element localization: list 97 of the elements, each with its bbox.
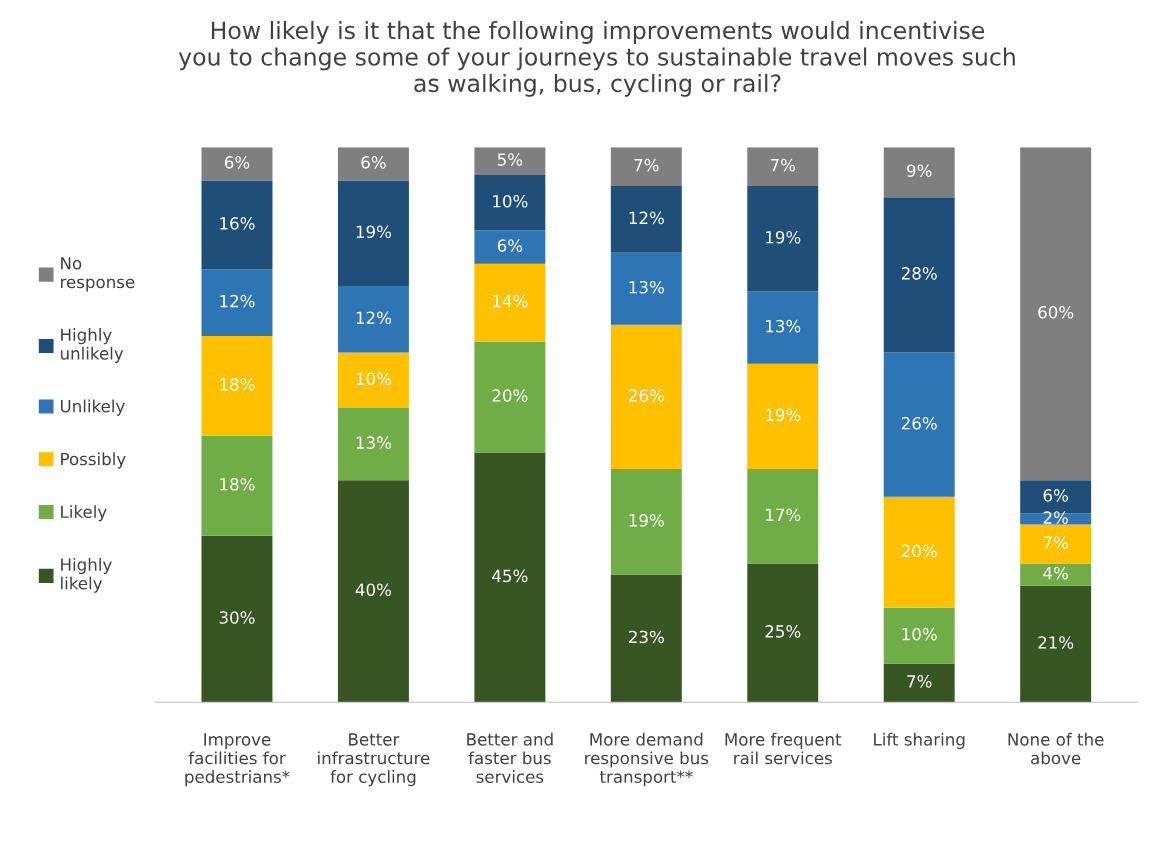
bar <box>747 363 819 470</box>
bar <box>337 147 409 181</box>
data-label: 45% <box>492 569 528 583</box>
x-tick-label: Lift sharing <box>874 732 965 749</box>
legend-label: Highly unlikely <box>60 328 124 363</box>
data-label: 23% <box>629 630 664 644</box>
data-label: 6% <box>361 156 386 169</box>
bar <box>883 663 955 703</box>
x-tick-label: Improve facilities for pedestrians* <box>185 733 290 787</box>
bar <box>747 291 819 364</box>
data-label: 21% <box>1038 636 1074 649</box>
data-label: 16% <box>220 217 255 230</box>
bar <box>337 408 409 481</box>
data-label: 60% <box>1038 305 1074 319</box>
data-label: 10% <box>902 627 937 641</box>
data-label: 13% <box>356 436 392 449</box>
data-label: 19% <box>356 225 392 239</box>
legend-label: Possibly <box>61 452 126 469</box>
data-label: 10% <box>356 372 392 386</box>
bar <box>474 230 546 264</box>
bar <box>610 252 682 325</box>
data-label: 18% <box>220 477 255 491</box>
bar <box>610 147 682 187</box>
bar <box>747 563 819 703</box>
data-label: 12% <box>356 311 392 325</box>
bar <box>337 480 409 703</box>
data-label: 25% <box>765 625 801 638</box>
data-label: 40% <box>355 583 392 597</box>
bar <box>610 324 682 470</box>
x-tick-label: Better and faster bus services <box>467 732 553 784</box>
x-tick-label: More frequent rail services <box>725 732 842 765</box>
bar <box>337 352 409 409</box>
data-label: 19% <box>766 408 801 422</box>
data-label: 7% <box>907 675 932 688</box>
data-label: 12% <box>220 294 255 308</box>
data-label: 10% <box>493 194 528 208</box>
data-label: 20% <box>492 389 528 402</box>
bar <box>474 147 546 175</box>
bar <box>747 147 819 187</box>
bar <box>610 186 682 253</box>
bar <box>201 180 273 270</box>
data-label: 19% <box>766 230 801 244</box>
data-label: 13% <box>629 280 664 294</box>
bar <box>1020 585 1092 703</box>
data-label: 6% <box>1043 489 1068 502</box>
x-tick-label: None of the above <box>1008 732 1104 765</box>
chart-title: How likely is it that the following improvements would incentivise you to change some of your journeys to sustainable travel moves such as walking, bus, cycling or rail? <box>178 21 1015 97</box>
data-label: 2% <box>1043 511 1068 524</box>
data-label: 12% <box>629 211 664 225</box>
x-tick-label: Better infrastructure for cycling <box>318 733 430 787</box>
bar <box>474 452 546 703</box>
data-label: 26% <box>629 389 664 402</box>
data-label: 20% <box>901 544 937 558</box>
data-label: 17% <box>766 508 801 522</box>
bar <box>201 269 273 336</box>
bar <box>610 469 682 575</box>
bar <box>474 263 546 342</box>
data-label: 6% <box>497 239 523 252</box>
data-label: 6% <box>224 156 250 169</box>
bar <box>474 341 546 453</box>
data-label: 30% <box>219 611 255 624</box>
data-label: 4% <box>1043 566 1068 580</box>
data-label: 7% <box>770 158 796 172</box>
bar <box>747 469 819 564</box>
bar <box>337 285 409 353</box>
bar <box>1020 513 1092 525</box>
legend-label: Likely <box>61 505 107 522</box>
bar <box>747 186 819 292</box>
data-label: 28% <box>901 267 937 280</box>
data-label: 18% <box>220 378 255 391</box>
bar <box>337 180 409 286</box>
x-tick-label: More demand responsive bus transport** <box>585 732 709 787</box>
bar <box>474 174 546 231</box>
bar <box>610 574 682 703</box>
bar <box>883 496 955 608</box>
data-label: 5% <box>497 153 523 166</box>
data-label: 7% <box>1043 536 1068 549</box>
bar <box>883 197 955 353</box>
bar <box>883 147 955 198</box>
bar <box>1020 563 1092 586</box>
data-label: 14% <box>493 294 528 308</box>
bar <box>201 147 273 181</box>
bar <box>1020 147 1092 481</box>
data-label: 7% <box>634 158 659 172</box>
data-label: 26% <box>901 416 937 430</box>
bar <box>883 607 955 664</box>
legend-label: Highly likely <box>61 557 112 593</box>
bar <box>1020 524 1092 564</box>
bar <box>201 335 273 436</box>
data-label: 13% <box>766 319 801 333</box>
bar <box>883 352 955 497</box>
data-label: 19% <box>629 514 664 527</box>
bar <box>201 435 273 536</box>
data-label: 9% <box>907 164 932 177</box>
bar <box>201 535 273 703</box>
legend-label: No response <box>61 257 135 292</box>
legend-label: Unlikely <box>60 399 125 416</box>
